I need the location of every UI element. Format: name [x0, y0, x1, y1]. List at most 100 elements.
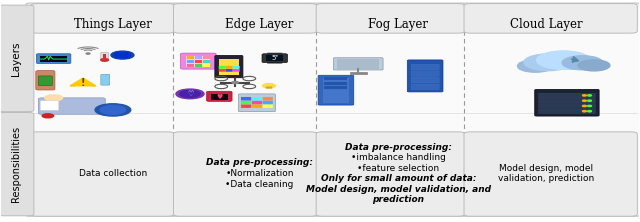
FancyBboxPatch shape	[226, 66, 233, 69]
FancyBboxPatch shape	[539, 99, 595, 103]
FancyBboxPatch shape	[411, 77, 439, 83]
FancyBboxPatch shape	[180, 53, 216, 69]
FancyBboxPatch shape	[267, 53, 282, 55]
Circle shape	[100, 105, 125, 114]
Circle shape	[578, 60, 610, 71]
FancyBboxPatch shape	[239, 94, 275, 112]
Text: Data pre-processing:: Data pre-processing:	[345, 143, 452, 152]
FancyBboxPatch shape	[186, 56, 211, 67]
FancyBboxPatch shape	[36, 54, 71, 63]
FancyBboxPatch shape	[226, 69, 233, 72]
Text: Data pre-processing:: Data pre-processing:	[206, 159, 313, 167]
FancyBboxPatch shape	[233, 66, 240, 69]
Circle shape	[42, 114, 54, 118]
Text: Data collection: Data collection	[79, 169, 147, 178]
FancyBboxPatch shape	[219, 59, 239, 75]
FancyBboxPatch shape	[535, 89, 599, 116]
FancyBboxPatch shape	[241, 97, 251, 101]
FancyBboxPatch shape	[262, 97, 273, 101]
FancyBboxPatch shape	[187, 64, 194, 67]
Circle shape	[45, 95, 63, 101]
FancyBboxPatch shape	[266, 86, 272, 89]
Circle shape	[582, 105, 586, 107]
FancyBboxPatch shape	[0, 5, 34, 112]
Text: !: !	[81, 78, 85, 88]
FancyBboxPatch shape	[38, 76, 52, 85]
FancyBboxPatch shape	[187, 56, 194, 59]
Text: validation, prediction: validation, prediction	[498, 174, 595, 183]
Text: •Normalization: •Normalization	[225, 169, 294, 178]
FancyBboxPatch shape	[464, 132, 637, 216]
Circle shape	[86, 53, 90, 54]
FancyBboxPatch shape	[267, 61, 282, 64]
FancyBboxPatch shape	[195, 60, 202, 63]
FancyBboxPatch shape	[38, 98, 105, 114]
Circle shape	[582, 95, 586, 96]
FancyBboxPatch shape	[324, 77, 348, 80]
FancyBboxPatch shape	[26, 3, 640, 216]
Circle shape	[562, 56, 603, 70]
FancyBboxPatch shape	[207, 91, 232, 101]
Text: ♥: ♥	[216, 94, 223, 100]
Text: Cloud Layer: Cloud Layer	[510, 18, 582, 31]
FancyBboxPatch shape	[215, 56, 243, 78]
FancyBboxPatch shape	[100, 74, 109, 85]
Circle shape	[588, 105, 591, 107]
FancyBboxPatch shape	[195, 56, 202, 59]
Text: Edge Layer: Edge Layer	[225, 18, 294, 31]
FancyBboxPatch shape	[324, 82, 348, 85]
FancyBboxPatch shape	[324, 86, 348, 89]
FancyBboxPatch shape	[252, 97, 262, 101]
Text: Model design, model validation, and: Model design, model validation, and	[306, 185, 491, 194]
Text: •Data cleaning: •Data cleaning	[225, 180, 294, 188]
Circle shape	[232, 81, 239, 84]
Text: Things Layer: Things Layer	[74, 18, 152, 31]
FancyBboxPatch shape	[407, 60, 443, 92]
FancyBboxPatch shape	[173, 132, 317, 216]
FancyBboxPatch shape	[411, 64, 439, 69]
FancyBboxPatch shape	[519, 62, 602, 70]
Text: prediction: prediction	[372, 195, 424, 204]
Polygon shape	[70, 78, 96, 86]
FancyBboxPatch shape	[262, 54, 287, 63]
FancyBboxPatch shape	[333, 58, 383, 70]
FancyBboxPatch shape	[262, 101, 273, 104]
Text: Responsibilities: Responsibilities	[11, 126, 21, 202]
FancyBboxPatch shape	[266, 55, 283, 61]
FancyBboxPatch shape	[241, 104, 251, 108]
FancyBboxPatch shape	[316, 132, 465, 216]
FancyBboxPatch shape	[103, 54, 106, 59]
FancyBboxPatch shape	[539, 104, 595, 108]
Circle shape	[111, 51, 134, 59]
FancyBboxPatch shape	[204, 64, 211, 67]
FancyBboxPatch shape	[173, 4, 317, 33]
Circle shape	[114, 52, 131, 58]
FancyBboxPatch shape	[211, 94, 228, 100]
FancyBboxPatch shape	[40, 56, 67, 62]
FancyBboxPatch shape	[241, 101, 251, 104]
FancyBboxPatch shape	[204, 56, 211, 59]
Text: •imbalance handling: •imbalance handling	[351, 153, 446, 162]
FancyBboxPatch shape	[539, 93, 595, 98]
FancyBboxPatch shape	[0, 113, 34, 216]
FancyBboxPatch shape	[464, 4, 637, 33]
FancyBboxPatch shape	[252, 101, 262, 104]
Circle shape	[582, 111, 586, 112]
Circle shape	[582, 100, 586, 101]
Circle shape	[100, 59, 108, 61]
FancyBboxPatch shape	[204, 60, 211, 63]
FancyBboxPatch shape	[187, 60, 194, 63]
Text: Fog Layer: Fog Layer	[369, 18, 428, 31]
FancyBboxPatch shape	[411, 71, 439, 76]
FancyBboxPatch shape	[195, 64, 202, 67]
Circle shape	[176, 89, 204, 99]
Text: Layers: Layers	[11, 41, 21, 76]
Circle shape	[95, 104, 131, 116]
Text: Model design, model: Model design, model	[499, 164, 593, 173]
FancyBboxPatch shape	[36, 71, 55, 90]
Circle shape	[262, 84, 275, 88]
FancyBboxPatch shape	[252, 104, 262, 108]
Text: Only for small amount of data:: Only for small amount of data:	[321, 174, 476, 183]
FancyBboxPatch shape	[100, 52, 108, 61]
FancyBboxPatch shape	[539, 109, 595, 113]
